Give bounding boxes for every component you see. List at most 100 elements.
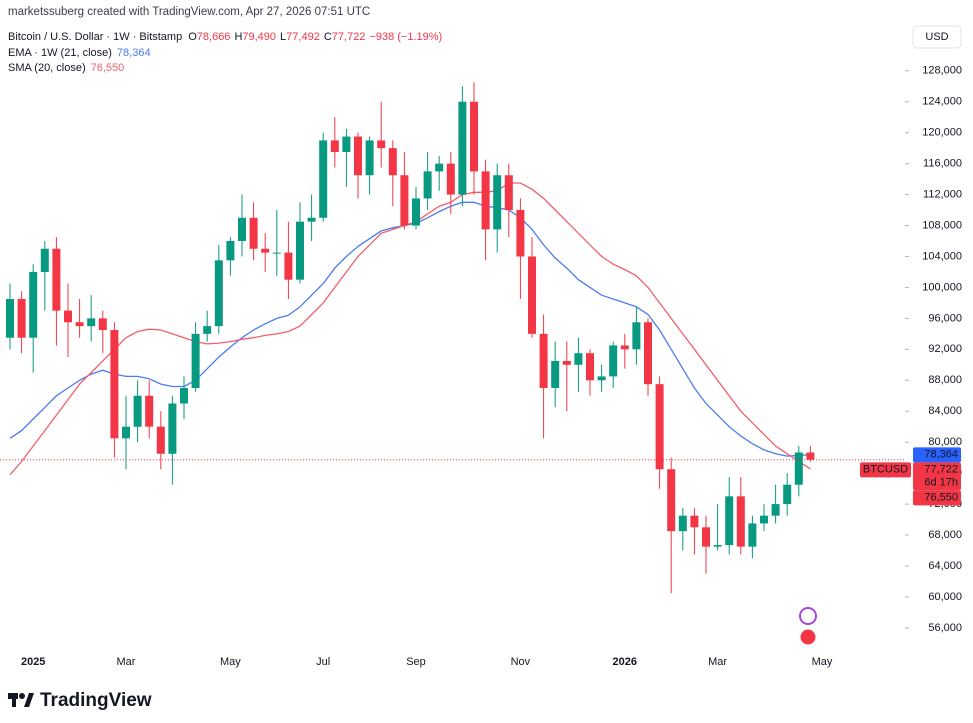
- price-tag: [913, 490, 961, 506]
- y-tick-label: 88,000: [928, 374, 962, 386]
- candle-body: [342, 136, 351, 153]
- candle-body: [307, 217, 316, 222]
- candle-body: [539, 333, 548, 389]
- candle-body: [551, 360, 560, 389]
- candle-body: [806, 452, 815, 460]
- symbol-tag: [860, 462, 911, 478]
- candle-body: [702, 527, 710, 547]
- candle-body: [330, 140, 339, 153]
- y-tick-label: 96,000: [928, 312, 962, 324]
- candle-body: [238, 217, 246, 241]
- candle-body: [481, 171, 490, 230]
- candle-body: [678, 515, 687, 532]
- candle-body: [75, 322, 84, 327]
- candle-body: [446, 163, 455, 195]
- y-tick-label: 60,000: [928, 591, 962, 603]
- currency-box[interactable]: [912, 25, 962, 49]
- candle-body: [365, 140, 374, 176]
- symbol-title: Bitcoin / U.S. Dollar · 1W · Bitstamp: [8, 31, 182, 43]
- event-icon: [799, 607, 817, 625]
- x-tick-label: Nov: [511, 656, 531, 668]
- price-tag-label: 77,722: [924, 464, 958, 476]
- y-tick-label: 120,000: [922, 127, 962, 139]
- candle-body: [296, 221, 304, 280]
- candle-body: [470, 101, 478, 172]
- candle-body: [667, 469, 676, 532]
- candle-body: [423, 171, 432, 199]
- candle-body: [586, 353, 594, 381]
- candle-body: [771, 504, 780, 516]
- candle-body: [493, 175, 502, 230]
- logo-mark: [12, 693, 16, 707]
- indicator-name: EMA · 1W (21, close): [8, 47, 112, 59]
- readout-key: L: [280, 31, 286, 43]
- symbol-tag-label: BTCUSD: [863, 464, 908, 476]
- indicator-legend: SMA (20, close) 76,550: [8, 62, 124, 74]
- x-tick-label: 2025: [21, 656, 45, 668]
- candle-body: [725, 496, 734, 546]
- candle-body: [272, 252, 281, 254]
- candle-body: [6, 299, 14, 338]
- price-tag: [913, 447, 961, 463]
- candle-body: [122, 426, 130, 439]
- candle-body: [226, 240, 235, 261]
- x-tick-label: 2026: [613, 656, 637, 668]
- y-tick-label: 80,000: [928, 436, 962, 448]
- indicator-name: SMA (20, close): [8, 62, 86, 74]
- y-tick-label: 112,000: [923, 188, 962, 200]
- y-tick-label: 56,000: [928, 622, 962, 634]
- y-tick-label: 108,000: [922, 219, 962, 231]
- candle-body: [632, 322, 641, 350]
- candle-body: [64, 310, 72, 323]
- candle-body: [261, 248, 270, 253]
- credit: marketssuberg created with TradingView.c…: [8, 6, 370, 18]
- candle-body: [760, 515, 768, 524]
- candle-body: [87, 318, 96, 327]
- candle-body: [110, 329, 119, 439]
- candle-body: [620, 345, 629, 350]
- logo: TradingView: [8, 690, 152, 711]
- logo-mark: [24, 693, 34, 707]
- event-icons: [799, 607, 817, 646]
- readout-value: 79,490: [242, 31, 276, 43]
- candle-body: [435, 163, 444, 172]
- candle-body: [655, 384, 664, 470]
- y-tick-label: 92,000: [928, 343, 962, 355]
- candle-body: [145, 395, 154, 427]
- candle-body: [748, 523, 757, 547]
- price-tag-countdown: 6d 17h: [924, 477, 958, 489]
- indicator-line: [9, 182, 811, 476]
- candle-body: [203, 326, 212, 334]
- y-tick-label: 104,000: [922, 250, 962, 262]
- candle-body: [168, 403, 177, 454]
- indicator-legend: EMA · 1W (21, close) 78,364: [8, 47, 151, 59]
- candle-body: [388, 148, 397, 176]
- logo-mark: [19, 693, 25, 699]
- candle-body: [644, 322, 652, 385]
- candle-body: [597, 376, 606, 381]
- price-tag-label: 78,364: [924, 449, 958, 461]
- y-tick-label: 128,000: [922, 65, 962, 77]
- y-tick-label: 116,000: [923, 158, 962, 170]
- readout-change: −938 (−1.19%): [369, 31, 442, 43]
- x-tick-label: Mar: [117, 656, 136, 668]
- y-tick-label: 124,000: [922, 96, 962, 108]
- readout-value: 77,492: [286, 31, 320, 43]
- candle-body: [504, 175, 513, 211]
- y-tick-label: 68,000: [928, 529, 962, 541]
- readout-value: 77,722: [332, 31, 366, 43]
- candle-body: [713, 545, 722, 547]
- candle-body: [180, 388, 188, 404]
- readout-key: H: [234, 31, 242, 43]
- candle-body: [609, 345, 618, 377]
- indicator-value: 76,550: [91, 62, 125, 74]
- candle-body: [17, 299, 26, 338]
- candle-body: [458, 101, 467, 195]
- candle-body: [794, 452, 803, 485]
- candle-body: [354, 136, 362, 176]
- indicator-line: [9, 201, 811, 457]
- candle-body: [319, 140, 328, 218]
